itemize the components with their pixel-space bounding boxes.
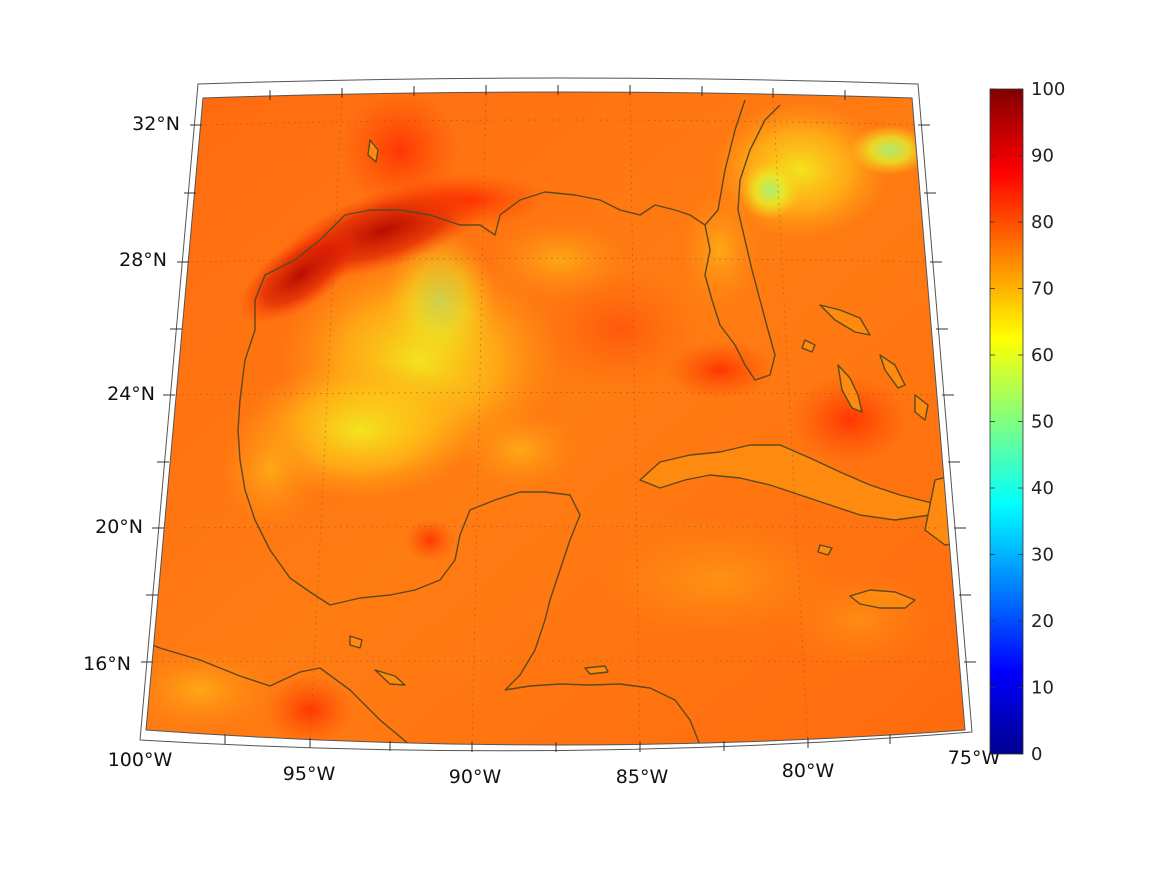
colorbar-tick-label: 40	[1031, 478, 1054, 499]
lon-label-90w: 90°W	[449, 766, 502, 788]
latitude-labels: 32°N 28°N 24°N 20°N 16°N	[83, 113, 180, 675]
longitude-labels: 100°W 95°W 90°W 85°W 80°W 75°W	[108, 747, 1001, 788]
colorbar-tick-label: 0	[1031, 744, 1042, 765]
lon-label-100w: 100°W	[108, 749, 173, 771]
colorbar-tick-label: 100	[1031, 79, 1065, 100]
colorbar-tick-label: 10	[1031, 678, 1054, 699]
colorbar-tick-label: 70	[1031, 279, 1054, 300]
map-frame	[139, 77, 976, 752]
lon-label-95w: 95°W	[283, 763, 336, 785]
lat-label-32n: 32°N	[132, 113, 180, 135]
lon-label-75w: 75°W	[948, 747, 1001, 769]
colorbar-tick-label: 30	[1031, 545, 1054, 566]
colorbar-tick-label: 60	[1031, 345, 1054, 366]
lon-label-80w: 80°W	[782, 760, 835, 782]
lon-label-85w: 85°W	[616, 766, 669, 788]
colorbar-tick-label: 90	[1031, 146, 1054, 167]
colorbar-tick-label: 80	[1031, 212, 1054, 233]
lat-label-20n: 20°N	[95, 516, 143, 538]
lat-label-28n: 28°N	[119, 249, 167, 271]
colorbar-ticks: 0 10 20 30 40 50 60 70 80 90 100	[990, 79, 1065, 765]
data-field	[146, 92, 965, 745]
colorbar-gradient	[989, 88, 1024, 755]
colorbar-tick-label: 50	[1031, 412, 1054, 433]
lat-label-16n: 16°N	[83, 653, 131, 675]
graticule	[149, 92, 965, 745]
lat-label-24n: 24°N	[107, 383, 155, 405]
colorbar-tick-label: 20	[1031, 611, 1054, 632]
colorbar: 0 10 20 30 40 50 60 70 80 90 100	[989, 79, 1065, 765]
